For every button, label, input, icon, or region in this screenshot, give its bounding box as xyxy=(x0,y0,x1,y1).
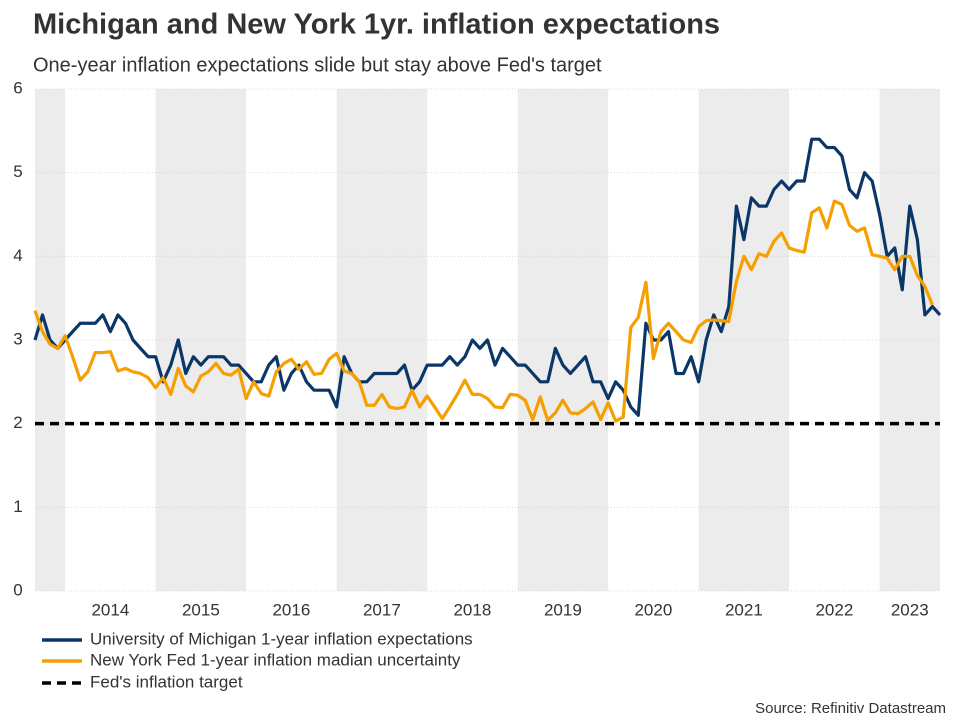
y-tick-label: 2 xyxy=(13,413,22,432)
plot-area xyxy=(35,88,940,592)
x-tick-label: 2017 xyxy=(363,600,401,619)
y-tick-label: 4 xyxy=(13,246,22,265)
year-band xyxy=(336,89,428,591)
series-line xyxy=(33,199,934,423)
y-tick-label: 0 xyxy=(13,580,22,599)
y-tick-label: 5 xyxy=(13,162,22,181)
legend-label: University of Michigan 1-year inflation … xyxy=(90,629,473,648)
series-line xyxy=(33,137,942,417)
chart-title: Michigan and New York 1yr. inflation exp… xyxy=(33,9,720,41)
x-tick-label: 2022 xyxy=(815,600,853,619)
chart-subtitle: One-year inflation expectations slide bu… xyxy=(33,54,602,76)
legend-label: New York Fed 1-year inflation madian unc… xyxy=(90,650,461,669)
y-tick-label: 6 xyxy=(13,78,22,97)
year-band xyxy=(879,89,940,591)
x-tick-label: 2014 xyxy=(91,600,129,619)
x-tick-label: 2021 xyxy=(725,600,763,619)
x-tick-label: 2020 xyxy=(634,600,672,619)
year-band xyxy=(517,89,609,591)
y-tick-label: 1 xyxy=(13,497,22,516)
y-tick-label: 3 xyxy=(13,329,22,348)
source: Source: Refinitiv Datastream xyxy=(755,700,946,717)
x-tick-label: 2019 xyxy=(544,600,582,619)
x-tick-label: 2018 xyxy=(453,600,491,619)
legend-label: Fed's inflation target xyxy=(90,672,243,691)
x-tick-label: 2016 xyxy=(272,600,310,619)
x-tick-label: 2015 xyxy=(182,600,220,619)
x-tick-label: 2023 xyxy=(891,600,929,619)
